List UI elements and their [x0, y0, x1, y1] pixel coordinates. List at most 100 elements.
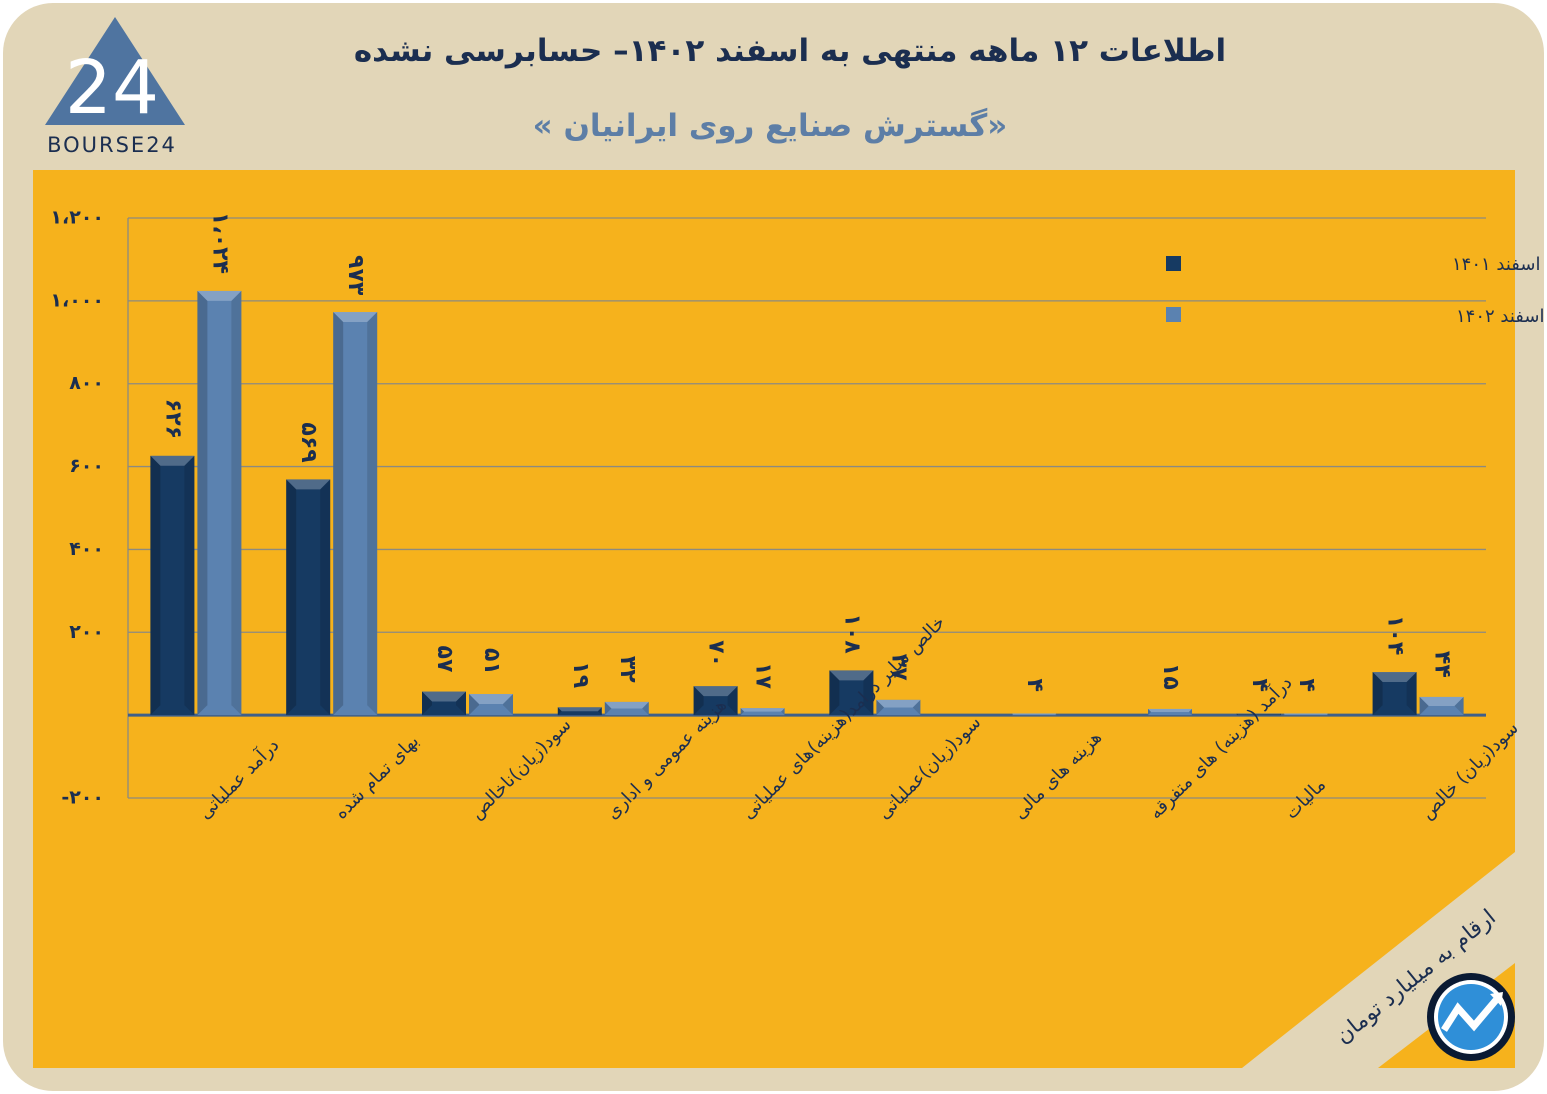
data-label: ۱۷	[751, 662, 776, 689]
data-label: ۱۰۸	[839, 613, 864, 654]
category-label: سود(زیان) خالص	[1417, 718, 1523, 824]
legend-label-1401: عملکرد منتهی به اسفند ۱۴۰۱	[1452, 254, 1547, 275]
bar-1401	[150, 455, 195, 716]
data-label: ۹۷۳	[343, 255, 368, 296]
bar-bevel-right	[781, 708, 785, 716]
chart-panel	[33, 170, 1515, 1068]
bar-bevel-top	[829, 670, 874, 681]
category-label: درآمد عملیاتی	[193, 733, 283, 823]
bar-bevel-left	[829, 670, 840, 716]
legend-swatch-1401	[1166, 256, 1181, 271]
bar-1401	[829, 670, 874, 716]
bar-1402	[604, 701, 649, 716]
bar-body	[422, 691, 466, 716]
category-label: درآمد (هزینه) های متفرقه	[1144, 671, 1297, 824]
bar-bevel-left	[693, 686, 704, 716]
bar-bevel-top	[469, 694, 513, 705]
bar-bevel-left	[604, 701, 612, 716]
data-label: ۱۹	[568, 661, 593, 688]
bar-bevel-left	[333, 312, 344, 716]
bar-bevel-left	[1148, 708, 1152, 716]
bar-bevel-right	[642, 701, 649, 716]
bar-bevel-left	[1236, 713, 1238, 716]
bar-body	[604, 701, 649, 716]
bar-bevel-left	[422, 691, 432, 716]
legend: عملکرد منتهی به اسفند ۱۴۰۱ عملکرد منتهی …	[1166, 254, 1547, 327]
bourse24-logo: 24 BOURSE24	[45, 17, 185, 157]
data-label: ۵۱	[479, 648, 504, 675]
bar-body	[1012, 713, 1057, 716]
bar-body	[1372, 672, 1417, 716]
bar-1402	[1012, 713, 1057, 716]
bar-bevel-top	[604, 701, 649, 709]
bar-bevel-top	[876, 699, 921, 708]
bar-bevel-right	[1188, 708, 1192, 716]
bar-bevel-top	[740, 708, 785, 712]
bar-body	[286, 479, 331, 716]
bars-layer	[150, 290, 1464, 716]
trend-badge-icon	[1427, 973, 1515, 1061]
category-label: مالیات	[1281, 774, 1330, 823]
bar-body	[829, 670, 874, 716]
bar-body	[693, 686, 738, 716]
bar-body	[557, 707, 602, 716]
bar-bevel-top	[197, 290, 242, 301]
logo-triangle	[45, 17, 185, 125]
bar-body	[740, 708, 785, 716]
bar-bevel-right	[367, 312, 378, 716]
bar-body	[1236, 713, 1281, 716]
bar-bevel-right	[503, 694, 513, 716]
bar-body	[150, 455, 195, 716]
data-label: ۷۰	[704, 640, 729, 667]
bar-bevel-top	[150, 455, 195, 466]
bar-bevel-right	[912, 699, 921, 716]
bar-bevel-top	[1012, 713, 1057, 715]
bar-body	[1419, 696, 1464, 716]
bar-bevel-right	[456, 691, 466, 716]
bar-bevel-top	[286, 479, 331, 490]
bar-bevel-right	[863, 670, 874, 716]
bar-1401	[557, 707, 602, 716]
bar-bevel-left	[150, 455, 161, 716]
bar-bevel-left	[469, 694, 479, 716]
bar-body	[469, 694, 513, 716]
bar-bevel-left	[557, 707, 562, 716]
bar-bevel-left	[740, 708, 745, 716]
bar-body	[333, 312, 378, 716]
data-label: ۵۶۹	[296, 422, 321, 462]
data-label: ۴	[1247, 678, 1272, 691]
data-label: ۴	[1022, 678, 1047, 691]
bar-bevel-left	[1372, 672, 1383, 716]
bar-bevel-top	[1283, 713, 1328, 715]
bar-bevel-top	[693, 686, 738, 697]
bar-bevel-top	[1148, 708, 1192, 713]
logo-mark: 24	[65, 45, 159, 131]
data-label: ۵۷	[432, 646, 457, 673]
bar-bevel-right	[320, 479, 331, 716]
bar-bevel-right	[597, 707, 602, 716]
data-label: ۱۵	[1158, 663, 1183, 690]
y-tick-label: ۱،۲۰۰	[50, 207, 104, 229]
bar-bevel-left	[1283, 713, 1285, 716]
bar-bevel-right	[231, 290, 242, 716]
bar-bevel-right	[727, 686, 738, 716]
bar-bevel-top	[333, 312, 378, 323]
bar-1402	[1148, 708, 1192, 716]
legend-label-1402: عملکرد منتهی به اسفند ۱۴۰۲	[1456, 306, 1547, 327]
bar-1402	[876, 699, 921, 716]
bar-bevel-top	[1372, 672, 1417, 683]
bar-bevel-left	[1012, 713, 1014, 716]
data-label: ۳۲	[615, 656, 640, 683]
bar-body	[876, 699, 921, 716]
bar-bevel-left	[197, 290, 208, 716]
category-label: هزینه های مالی	[1009, 727, 1106, 824]
bar-1401	[1372, 672, 1417, 716]
y-tick-label: ۶۰۰	[69, 455, 104, 477]
bar-body	[1148, 708, 1192, 716]
legend-swatch-1402	[1166, 307, 1181, 322]
bar-bevel-left	[286, 479, 297, 716]
data-label: ۱،۰۲۴	[207, 212, 232, 274]
bar-bevel-left	[876, 699, 885, 716]
page-title: اطلاعات ۱۲ ماهه منتهی به اسفند ۱۴۰۲– حسا…	[353, 33, 1227, 69]
bar-bevel-right	[1326, 713, 1328, 716]
